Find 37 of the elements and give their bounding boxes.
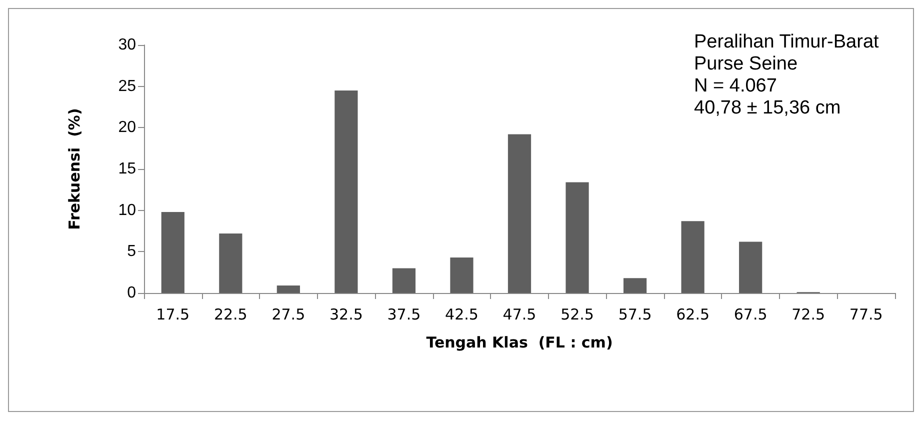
x-axis-title: Tengah Klas (FL : cm) xyxy=(426,334,613,352)
bar xyxy=(161,212,184,293)
x-tick-label: 22.5 xyxy=(214,306,248,324)
y-tick-label: 30 xyxy=(118,36,136,54)
y-tick-label: 5 xyxy=(127,243,136,260)
annotation: Purse Seine xyxy=(694,54,798,74)
bar xyxy=(508,134,532,293)
x-tick-label: 57.5 xyxy=(618,306,652,324)
y-tick-label: 25 xyxy=(118,78,136,95)
x-tick-label: 42.5 xyxy=(445,306,478,324)
y-tick-label: 0 xyxy=(127,284,136,302)
annotation: Peralihan Timur-Barat xyxy=(694,32,880,52)
bar xyxy=(334,90,358,293)
x-tick-label: 77.5 xyxy=(849,306,883,324)
bar xyxy=(219,233,242,293)
x-tick-label: 17.5 xyxy=(156,306,190,324)
bar xyxy=(276,286,300,293)
x-tick-label: 37.5 xyxy=(387,306,421,324)
x-tick-label: 62.5 xyxy=(676,306,710,324)
bar xyxy=(392,268,416,293)
y-tick-label: 10 xyxy=(118,202,136,219)
bar xyxy=(623,278,647,293)
y-tick-label: 20 xyxy=(118,119,136,136)
bar xyxy=(566,182,589,293)
x-tick-label: 32.5 xyxy=(329,306,363,324)
y-tick-label: 15 xyxy=(118,160,136,178)
bar xyxy=(450,257,474,293)
annotation: N = 4.067 xyxy=(694,76,777,96)
annotation: 40,78 ± 15,36 cm xyxy=(694,98,841,118)
bar xyxy=(739,242,762,293)
x-tick-label: 27.5 xyxy=(272,306,306,324)
x-tick-label: 52.5 xyxy=(560,306,594,324)
x-tick-label: 47.5 xyxy=(502,306,536,324)
bar xyxy=(681,221,704,293)
x-tick-label: 67.5 xyxy=(734,306,768,324)
y-axis-title: Frekuensi (%) xyxy=(66,108,84,230)
x-tick-label: 72.5 xyxy=(792,306,826,324)
